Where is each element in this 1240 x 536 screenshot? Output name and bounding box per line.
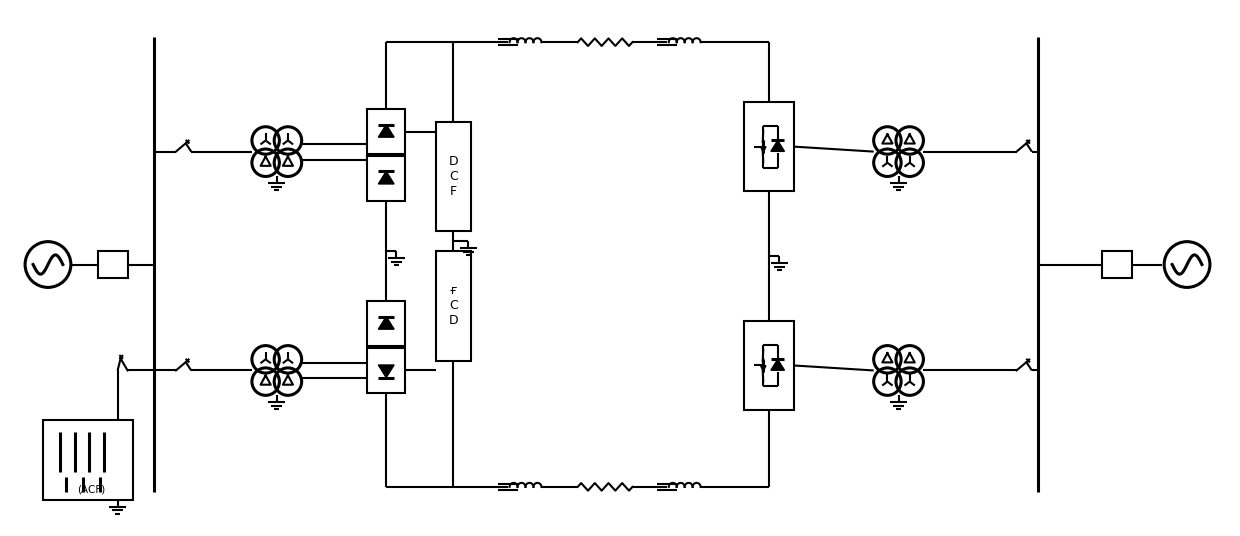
Bar: [367, 109, 405, 154]
Text: ғ
C
D: ғ C D: [449, 284, 459, 327]
Bar: [98, 251, 128, 278]
Bar: [436, 122, 471, 231]
Bar: [367, 301, 405, 346]
Polygon shape: [378, 365, 394, 377]
Text: D
C
F: D C F: [449, 155, 459, 198]
Bar: [744, 321, 794, 410]
Polygon shape: [378, 124, 394, 137]
Polygon shape: [378, 317, 394, 329]
Bar: [436, 251, 471, 361]
Polygon shape: [771, 359, 785, 370]
Polygon shape: [771, 140, 785, 151]
Bar: [367, 156, 405, 201]
Polygon shape: [378, 172, 394, 184]
Text: (ACF): (ACF): [77, 485, 105, 495]
Bar: [1102, 251, 1132, 278]
Bar: [367, 348, 405, 393]
Bar: [744, 102, 794, 191]
Bar: [43, 420, 133, 500]
